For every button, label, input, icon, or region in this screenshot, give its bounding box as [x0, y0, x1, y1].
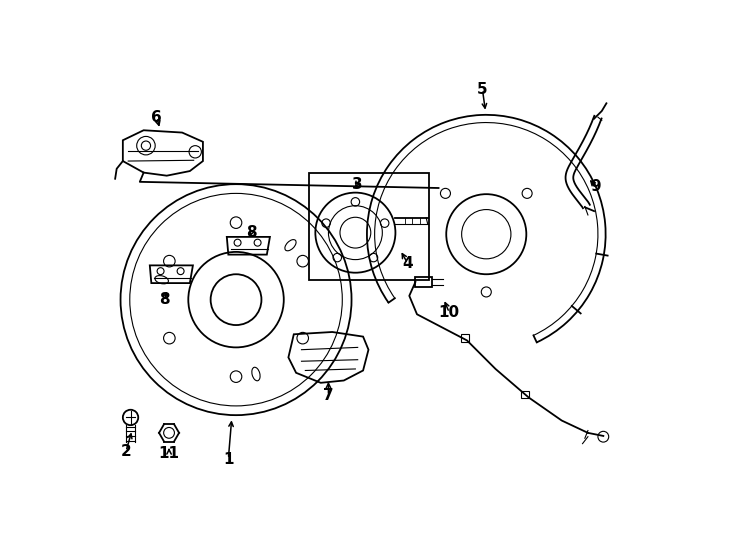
Bar	[309, 173, 429, 280]
Text: 10: 10	[439, 305, 460, 320]
Bar	[521, 390, 528, 398]
Text: 5: 5	[477, 82, 488, 97]
Text: 7: 7	[323, 388, 334, 403]
Text: 9: 9	[590, 179, 601, 194]
Text: 11: 11	[159, 446, 180, 461]
Text: 6: 6	[151, 110, 162, 125]
Bar	[461, 334, 468, 342]
Text: 4: 4	[402, 256, 413, 271]
Text: 8: 8	[159, 292, 170, 307]
Text: 3: 3	[352, 177, 363, 192]
Text: 1: 1	[223, 451, 233, 467]
Text: 2: 2	[120, 444, 131, 459]
Bar	[415, 278, 432, 287]
Text: 8: 8	[246, 225, 257, 240]
